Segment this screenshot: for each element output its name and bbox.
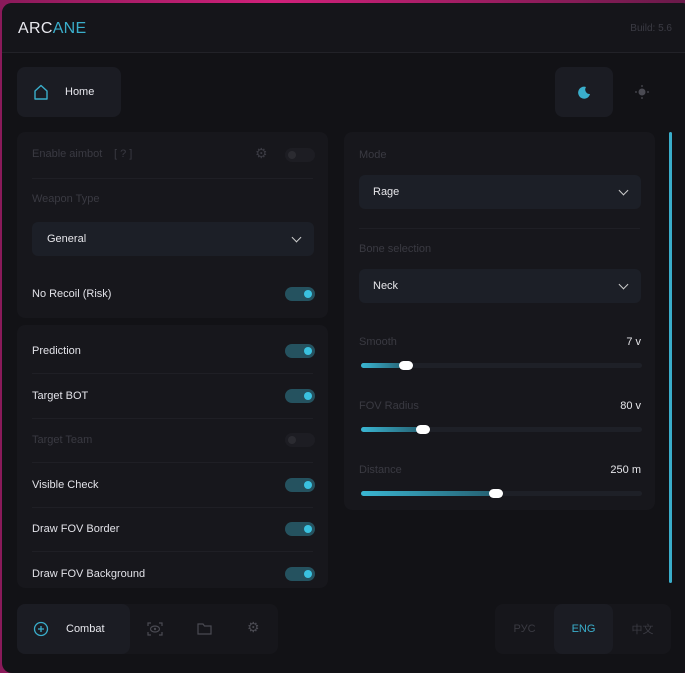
tab-combat[interactable]: Combat: [17, 604, 130, 654]
divider: [32, 417, 313, 419]
mode-label: Mode: [359, 149, 387, 161]
slider[interactable]: [361, 489, 642, 498]
settings-panel: Mode Rage Bone selection Neck Smooth 7 v…: [344, 132, 655, 510]
chevron-down-icon: [618, 185, 629, 195]
slider-label: Distance: [359, 464, 402, 476]
language-option[interactable]: ENG: [554, 604, 613, 654]
crosshair-icon: [33, 621, 49, 637]
slider-label: Smooth: [359, 336, 397, 348]
gear-icon[interactable]: ⚙: [255, 145, 268, 161]
eye-icon[interactable]: [147, 621, 163, 637]
toggle-switch[interactable]: [285, 388, 315, 403]
toggle-label: Target BOT: [32, 389, 89, 402]
enable-aimbot-label: Enable aimbot: [32, 148, 103, 160]
home-label: Home: [65, 86, 95, 98]
language-option[interactable]: РУС: [513, 623, 536, 635]
toggle-label: Target Team: [32, 434, 93, 446]
slider-label: FOV Radius: [359, 400, 419, 412]
toggle-label: Draw FOV Background: [32, 567, 146, 580]
home-icon: [34, 84, 48, 100]
toggle-label: Prediction: [32, 345, 81, 357]
weapon-type-dropdown[interactable]: General: [32, 222, 314, 256]
slider-handle[interactable]: [398, 361, 413, 370]
weapon-type-label: Weapon Type: [32, 193, 100, 205]
bone-selection-label: Bone selection: [359, 243, 432, 255]
logo-text-a: ARC: [18, 20, 53, 37]
slider-value: 80 v: [620, 400, 641, 412]
folder-icon[interactable]: [197, 622, 213, 636]
divider: [32, 462, 313, 463]
divider: [32, 551, 313, 552]
toggle-label: Draw FOV Border: [32, 523, 120, 535]
toggle-switch[interactable]: [285, 477, 315, 492]
bottom-nav: Combat ⚙: [17, 604, 278, 654]
toggle-switch[interactable]: [285, 344, 315, 358]
no-recoil-toggle[interactable]: [285, 287, 315, 301]
slider-fill: [361, 491, 496, 496]
chevron-down-icon: [618, 279, 629, 289]
slider-value: 250 m: [610, 464, 641, 476]
dark-theme-button[interactable]: [555, 67, 613, 117]
language-selector: РУС ENG 中文: [495, 604, 671, 654]
no-recoil-label: No Recoil (Risk): [32, 288, 112, 300]
slider[interactable]: [361, 361, 642, 370]
header: ARCANE Build: 5.6: [2, 3, 685, 53]
logo: ARCANE: [18, 20, 87, 38]
home-button[interactable]: Home: [17, 67, 121, 117]
combat-label: Combat: [66, 623, 105, 635]
bone-selection-dropdown[interactable]: Neck: [359, 269, 641, 303]
build-version: Build: 5.6: [630, 23, 672, 34]
language-option[interactable]: 中文: [631, 624, 654, 636]
help-button[interactable]: [ ? ]: [114, 148, 133, 160]
slider-fill: [361, 427, 423, 432]
mode-dropdown[interactable]: Rage: [359, 175, 641, 209]
divider: [32, 506, 313, 508]
moon-icon: [578, 86, 590, 99]
toggle-label: Visible Check: [32, 478, 99, 491]
light-theme-button[interactable]: [613, 67, 671, 117]
aimbot-panel: Enable aimbot [ ? ] ⚙ Weapon Type Genera…: [17, 132, 328, 318]
sun-icon: [635, 85, 649, 99]
toggle-switch[interactable]: [285, 566, 315, 581]
logo-text-b: ANE: [52, 20, 87, 37]
divider: [359, 228, 640, 229]
weapon-type-value: General: [47, 233, 87, 245]
toggle-switch[interactable]: [285, 433, 315, 447]
slider[interactable]: [361, 425, 642, 434]
enable-aimbot-toggle[interactable]: [285, 148, 315, 162]
bone-value: Neck: [373, 280, 399, 292]
chevron-down-icon: [291, 232, 302, 242]
divider: [32, 178, 313, 179]
slider-fill: [361, 363, 406, 368]
scrollbar[interactable]: [669, 132, 672, 583]
mode-value: Rage: [373, 186, 400, 198]
app-window: ARCANE Build: 5.6 Home Enable aimbot [ ?…: [2, 3, 685, 673]
options-panel: Prediction Target BOT Target Team Visibl…: [17, 325, 328, 588]
slider-handle[interactable]: [488, 489, 503, 498]
slider-value: 7 v: [626, 336, 641, 348]
slider-handle[interactable]: [415, 425, 430, 434]
toggle-switch[interactable]: [285, 522, 315, 536]
divider: [32, 373, 313, 374]
settings-gear-icon[interactable]: ⚙: [247, 619, 260, 635]
